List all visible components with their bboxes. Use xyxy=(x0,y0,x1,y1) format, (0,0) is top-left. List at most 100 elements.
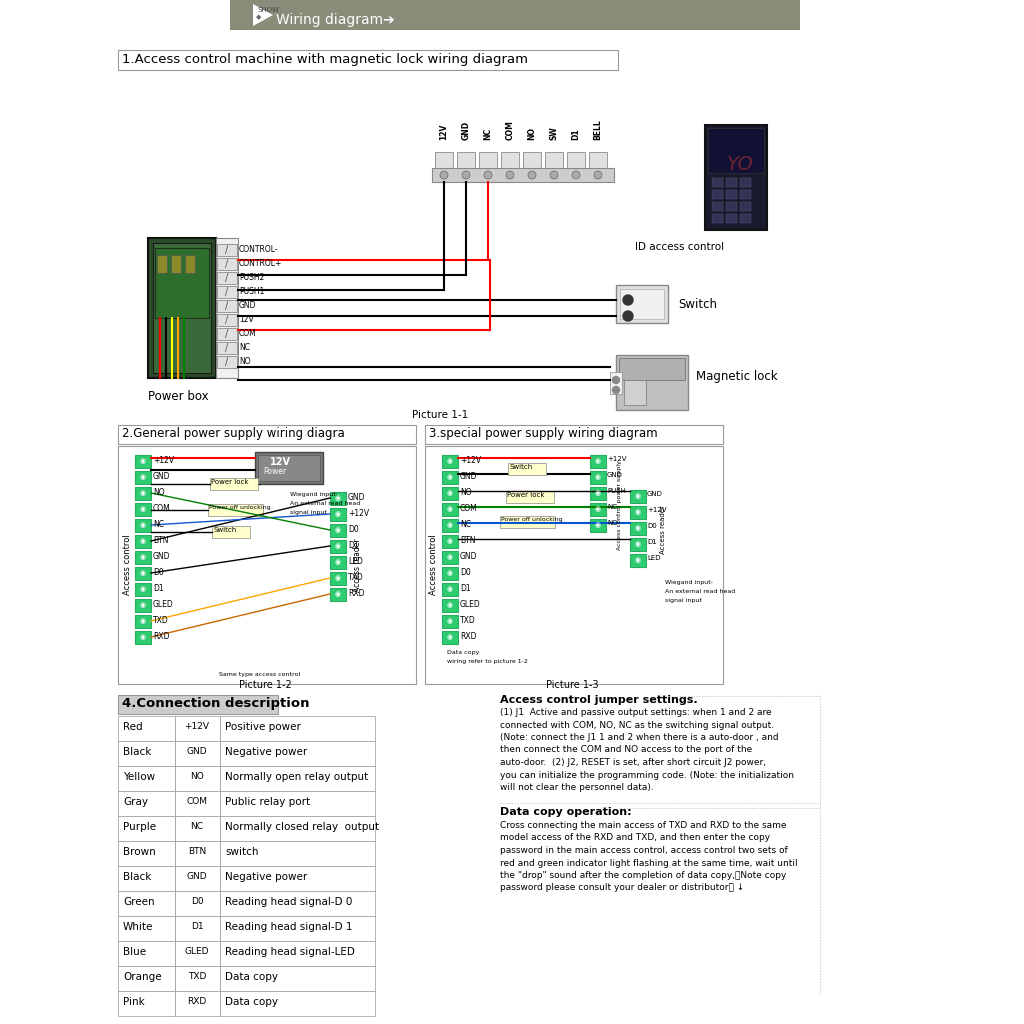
Text: 12V: 12V xyxy=(439,124,449,140)
Bar xyxy=(330,540,346,553)
Bar xyxy=(740,202,751,211)
Bar xyxy=(616,285,668,323)
Bar xyxy=(624,380,646,406)
Bar xyxy=(330,588,346,601)
Text: ◉: ◉ xyxy=(635,525,641,531)
Text: TXD: TXD xyxy=(153,616,169,625)
Bar xyxy=(220,841,375,866)
Text: 4.Connection description: 4.Connection description xyxy=(122,697,309,710)
Text: ◉: ◉ xyxy=(140,555,146,560)
Bar xyxy=(175,991,220,1016)
Text: Wiring diagram: Wiring diagram xyxy=(276,13,383,27)
Bar xyxy=(220,891,375,916)
Polygon shape xyxy=(253,4,273,26)
Bar xyxy=(501,152,519,168)
Text: Yellow: Yellow xyxy=(123,772,155,782)
Text: Data copy: Data copy xyxy=(447,650,479,655)
Bar xyxy=(175,841,220,866)
Bar xyxy=(118,695,278,714)
Bar xyxy=(217,328,237,340)
Bar xyxy=(740,178,751,187)
Bar xyxy=(175,941,220,966)
Text: RXD: RXD xyxy=(153,632,170,641)
Text: GND: GND xyxy=(186,746,207,756)
Bar xyxy=(135,599,151,612)
Text: Gray: Gray xyxy=(123,797,148,807)
Bar xyxy=(220,716,375,741)
Text: BTN: BTN xyxy=(460,536,475,545)
Bar xyxy=(610,372,622,394)
Circle shape xyxy=(623,311,633,321)
Bar xyxy=(118,841,175,866)
Text: LED: LED xyxy=(348,557,362,566)
Bar xyxy=(171,255,181,273)
Text: Normally open relay output: Normally open relay output xyxy=(225,772,369,782)
Bar xyxy=(590,503,606,516)
Text: CONTROL+: CONTROL+ xyxy=(239,259,283,268)
Bar xyxy=(135,551,151,564)
Text: Access control: Access control xyxy=(429,535,438,595)
Bar xyxy=(442,551,458,564)
Bar xyxy=(217,286,237,298)
Text: signal input: signal input xyxy=(665,598,701,603)
Text: ◉: ◉ xyxy=(446,570,453,577)
Text: NO: NO xyxy=(460,488,472,497)
Text: ◉: ◉ xyxy=(446,522,453,528)
Text: ◉: ◉ xyxy=(446,490,453,497)
Text: 3.special power supply wiring diagram: 3.special power supply wiring diagram xyxy=(429,427,657,440)
Text: ◉: ◉ xyxy=(595,522,601,528)
Text: COM: COM xyxy=(506,120,514,140)
Text: GND: GND xyxy=(348,493,366,502)
Text: ◉: ◉ xyxy=(446,555,453,560)
Text: PUSH2: PUSH2 xyxy=(239,273,264,282)
Text: ◉: ◉ xyxy=(446,474,453,480)
Text: Access reader: Access reader xyxy=(660,506,666,554)
Text: TXD: TXD xyxy=(460,616,476,625)
Bar xyxy=(590,487,606,500)
Bar xyxy=(508,463,546,475)
Text: switch: switch xyxy=(225,847,258,857)
Text: GND: GND xyxy=(239,301,256,310)
Bar xyxy=(255,452,323,484)
Text: ◉: ◉ xyxy=(335,575,341,582)
Text: 1.Access control machine with magnetic lock wiring diagram: 1.Access control machine with magnetic l… xyxy=(122,53,528,66)
Text: ◉: ◉ xyxy=(595,490,601,497)
Text: An external read head: An external read head xyxy=(290,501,360,506)
Text: ◉: ◉ xyxy=(335,592,341,597)
Text: Purple: Purple xyxy=(123,822,156,831)
Bar xyxy=(442,503,458,516)
Bar xyxy=(135,583,151,596)
Bar xyxy=(479,152,497,168)
Text: ◉: ◉ xyxy=(140,539,146,545)
Text: NO: NO xyxy=(527,127,537,140)
Text: Data copy operation:: Data copy operation: xyxy=(500,807,632,817)
Bar xyxy=(118,866,175,891)
Text: 12V: 12V xyxy=(239,315,254,324)
Text: +12V: +12V xyxy=(153,456,174,465)
Circle shape xyxy=(550,171,558,179)
Text: NO: NO xyxy=(153,488,165,497)
Bar xyxy=(175,816,220,841)
Bar xyxy=(432,168,614,182)
Text: Data copy: Data copy xyxy=(225,997,278,1007)
Text: Orange: Orange xyxy=(123,972,162,982)
Text: +12V: +12V xyxy=(460,456,481,465)
Bar xyxy=(708,128,764,173)
Circle shape xyxy=(572,171,580,179)
Text: COM: COM xyxy=(186,797,208,806)
Text: Switch: Switch xyxy=(678,298,717,311)
Bar xyxy=(220,966,375,991)
Text: Wiegand input-: Wiegand input- xyxy=(665,580,713,585)
Text: NC: NC xyxy=(483,128,493,140)
Bar xyxy=(175,791,220,816)
Text: wiring refer to picture 1-2: wiring refer to picture 1-2 xyxy=(447,659,528,664)
Text: D0: D0 xyxy=(348,525,358,534)
Text: Data copy: Data copy xyxy=(225,972,278,982)
Bar xyxy=(220,866,375,891)
Text: D1: D1 xyxy=(460,584,471,593)
Bar xyxy=(258,455,319,481)
Text: TXD: TXD xyxy=(187,972,206,981)
Bar xyxy=(589,152,607,168)
Text: /: / xyxy=(225,301,228,311)
Bar xyxy=(135,631,151,644)
